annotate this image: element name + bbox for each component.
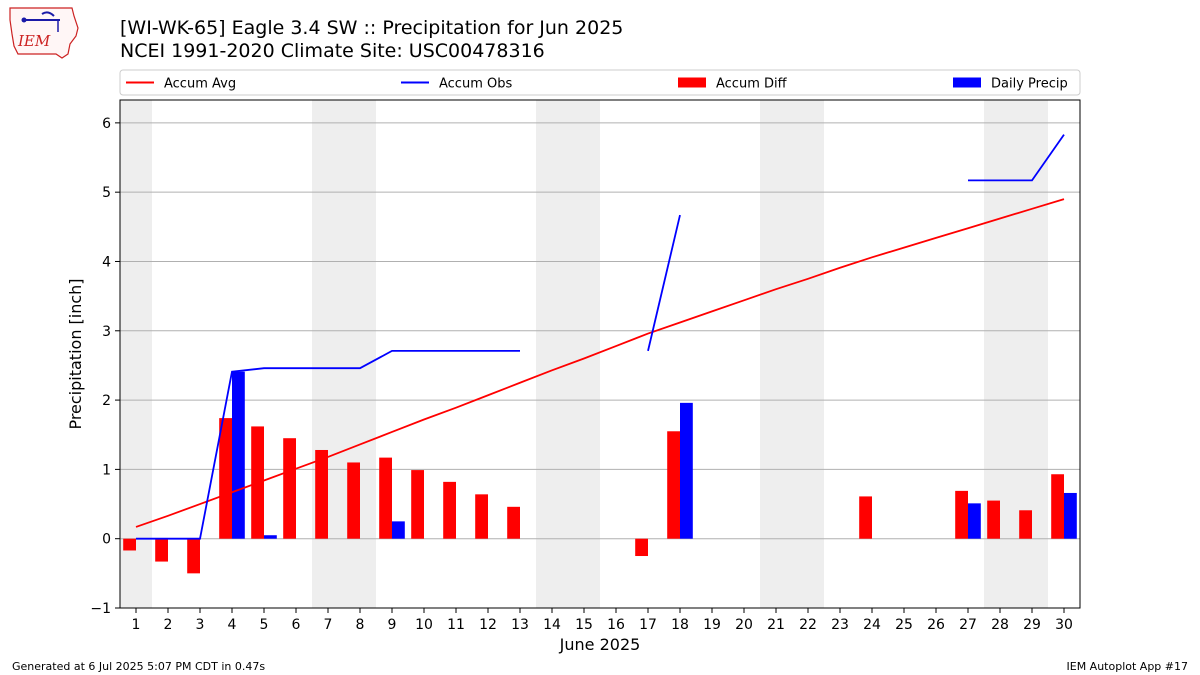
iem-logo: IEM	[9, 7, 79, 59]
weekend-band-day-1	[120, 100, 152, 608]
accum-diff-bar-day-8	[347, 462, 360, 539]
y-tick-label-5: 5	[102, 185, 111, 201]
x-tick-label-1: 1	[132, 617, 141, 633]
x-tick-label-26: 26	[927, 617, 945, 633]
legend-label-accum-avg: Accum Avg	[164, 77, 236, 92]
chart-title: [WI-WK-65] Eagle 3.4 SW :: Precipitation…	[120, 17, 624, 39]
accum-diff-bar-day-4	[219, 418, 232, 539]
x-tick-label-16: 16	[607, 617, 625, 633]
x-tick-label-25: 25	[895, 617, 913, 633]
x-tick-label-6: 6	[292, 617, 301, 633]
accum-diff-bar-day-24	[859, 496, 872, 539]
accum-obs-line-segment-2	[968, 134, 1065, 182]
x-tick-label-5: 5	[260, 617, 269, 633]
daily-precip-bar-day-4	[232, 371, 245, 539]
weekend-shading	[120, 100, 1048, 608]
accum-diff-bar-day-12	[475, 494, 488, 539]
logo-text: IEM	[17, 32, 51, 50]
weekend-band-day-14	[536, 100, 568, 608]
plot-frame	[119, 99, 1081, 609]
x-tick-label-4: 4	[228, 617, 237, 633]
accum-obs-line-segment-0	[136, 349, 520, 540]
accum-diff-bar-day-3	[187, 538, 200, 574]
daily-precip-bar-day-9	[392, 521, 405, 539]
legend-box	[119, 69, 1081, 96]
accum-diff-bar-day-2	[155, 538, 168, 562]
weekend-band-day-22	[792, 100, 824, 608]
bar-layer	[123, 371, 1077, 574]
x-tick-label-2: 2	[164, 617, 173, 633]
y-axis-label: Precipitation [inch]	[66, 278, 85, 429]
accum-obs-line-segment-1	[647, 214, 681, 352]
x-tick-label-15: 15	[575, 617, 593, 633]
x-tick-label-30: 30	[1055, 617, 1073, 633]
x-tick-label-3: 3	[196, 617, 205, 633]
y-tick-label-0: 0	[102, 532, 111, 548]
accum-diff-bar-day-10	[411, 470, 424, 539]
accum-diff-bar-day-7	[315, 449, 328, 539]
x-tick-label-28: 28	[991, 617, 1009, 633]
x-tick-label-7: 7	[324, 617, 333, 633]
daily-precip-bar-day-27	[968, 503, 981, 539]
x-tick-label-20: 20	[735, 617, 753, 633]
generated-timestamp: Generated at 6 Jul 2025 5:07 PM CDT in 0…	[12, 660, 266, 673]
x-tick-label-11: 11	[447, 617, 465, 633]
chart-subtitle: NCEI 1991-2020 Climate Site: USC00478316	[120, 40, 545, 62]
x-tick-label-24: 24	[863, 617, 881, 633]
x-tick-label-8: 8	[356, 617, 365, 633]
accum-diff-bar-day-17	[635, 538, 648, 557]
x-tick-label-12: 12	[479, 617, 497, 633]
x-axis-label: June 2025	[559, 635, 641, 654]
legend-swatch-accum-diff	[678, 77, 706, 88]
y-tick-label--1: −1	[90, 601, 111, 617]
x-tick-label-19: 19	[703, 617, 721, 633]
y-tick-label-3: 3	[102, 324, 111, 340]
legend-label-accum-diff: Accum Diff	[716, 77, 788, 92]
weekend-band-day-21	[760, 100, 792, 608]
accum-diff-bar-day-29	[1019, 510, 1032, 539]
accum-diff-bar-day-9	[379, 457, 392, 539]
accum-diff-bar-day-11	[443, 481, 456, 539]
accum-diff-bar-day-18	[667, 431, 680, 539]
x-tick-label-29: 29	[1023, 617, 1041, 633]
accum-diff-bar-day-13	[507, 506, 520, 539]
legend-label-daily-precip: Daily Precip	[991, 77, 1068, 92]
x-tick-label-22: 22	[799, 617, 817, 633]
x-tick-label-14: 14	[543, 617, 561, 633]
legend-swatch-daily-precip	[953, 77, 981, 88]
x-tick-label-13: 13	[511, 617, 529, 633]
x-tick-label-17: 17	[639, 617, 657, 633]
x-tick-label-9: 9	[388, 617, 397, 633]
accum-diff-bar-day-28	[987, 500, 1000, 539]
y-tick-label-1: 1	[102, 462, 111, 478]
x-tick-label-18: 18	[671, 617, 689, 633]
daily-precip-bar-day-30	[1064, 492, 1077, 539]
y-tick-label-2: 2	[102, 393, 111, 409]
accum-diff-bar-day-27	[955, 490, 968, 539]
x-tick-label-23: 23	[831, 617, 849, 633]
accum-avg-line-segment-0	[135, 198, 1065, 528]
accum-diff-bar-day-6	[283, 438, 296, 539]
daily-precip-bar-day-5	[264, 535, 277, 539]
y-tick-label-4: 4	[102, 254, 111, 270]
x-tick-label-27: 27	[959, 617, 977, 633]
accum-diff-bar-day-1	[123, 538, 136, 551]
line-layer	[135, 134, 1065, 540]
y-tick-label-6: 6	[102, 116, 111, 132]
x-tick-label-21: 21	[767, 617, 785, 633]
accum-diff-bar-day-30	[1051, 474, 1064, 539]
x-tick-label-10: 10	[415, 617, 433, 633]
app-credit: IEM Autoplot App #17	[1066, 660, 1189, 673]
legend-label-accum-obs: Accum Obs	[439, 77, 512, 92]
daily-precip-bar-day-18	[680, 402, 693, 539]
legend: Accum Avg Accum Obs Accum Diff Daily Precip	[119, 69, 1081, 96]
